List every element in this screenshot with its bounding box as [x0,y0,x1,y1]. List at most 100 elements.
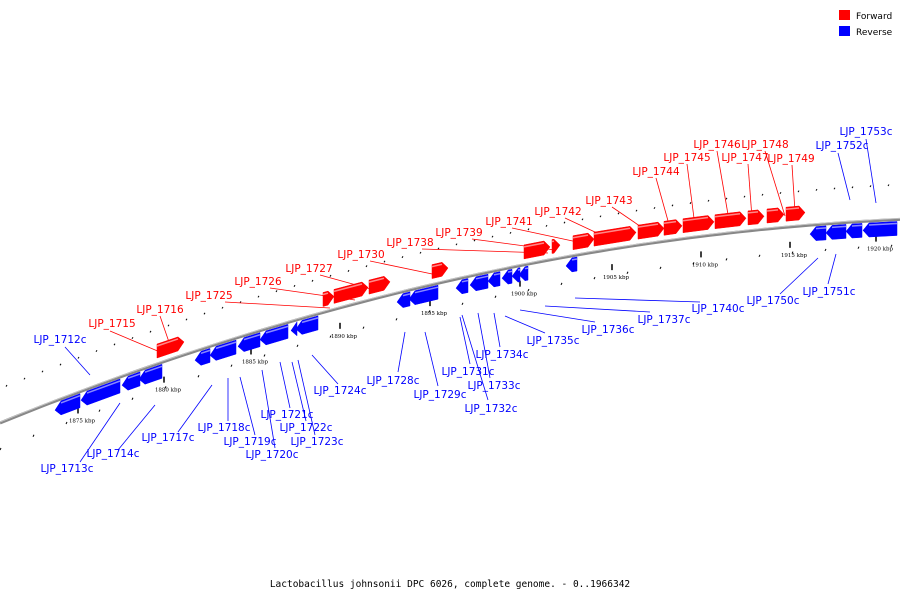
forward-gene[interactable] [322,290,335,307]
reverse-gene[interactable] [518,265,529,281]
gene-label[interactable]: LJP_1718c [197,422,250,434]
tick-label: 1905 kbp [603,275,630,281]
gene-label[interactable]: LJP_1729c [413,389,466,401]
reverse-gene[interactable] [80,378,121,406]
gene-label[interactable]: LJP_1723c [290,436,343,448]
gene-label[interactable]: LJP_1753c [839,126,892,138]
minor-tick [32,434,35,438]
reverse-gene[interactable] [259,324,289,346]
leader-line [319,274,379,292]
backbone-line [0,217,900,425]
gene-label[interactable]: LJP_1733c [467,380,520,392]
gene-label[interactable]: LJP_1727 [285,263,332,275]
gene-label[interactable]: LJP_1742 [534,206,581,218]
reverse-gene[interactable] [825,224,847,240]
reverse-gene[interactable] [511,267,521,283]
leader-line [224,301,331,309]
reverse-gene[interactable] [455,278,469,295]
reverse-gene[interactable] [194,348,211,366]
gene-label[interactable]: LJP_1717c [141,432,194,444]
gene-label[interactable]: LJP_1737c [637,314,690,326]
reverse-gene[interactable] [487,271,501,288]
gene-label[interactable]: LJP_1735c [526,335,579,347]
gene-label[interactable]: LJP_1726 [234,276,282,288]
gene-label[interactable]: LJP_1750c [746,295,799,307]
reverse-gene[interactable] [408,284,439,305]
gene-label[interactable]: LJP_1715 [88,318,135,330]
gene-label[interactable]: LJP_1749 [767,153,814,165]
gene-label[interactable]: LJP_1747 [721,152,768,164]
leader-line [64,346,91,376]
gene-label[interactable]: LJP_1739 [435,227,482,239]
gene-highlight [571,258,578,261]
reverse-gene[interactable] [501,268,513,285]
gene-labels: LJP_1715LJP_1716LJP_1725LJP_1726LJP_1727… [33,126,892,475]
forward-gene[interactable] [551,238,561,254]
gene-label[interactable]: LJP_1740c [691,303,744,315]
gene-label[interactable]: LJP_1752c [815,140,868,152]
minor-tick [761,193,764,196]
forward-gene[interactable] [747,209,765,226]
reverse-gene[interactable] [565,256,578,273]
gene-label[interactable]: LJP_1713c [40,463,93,475]
gene-label[interactable]: LJP_1751c [802,286,855,298]
minor-tick [857,246,860,249]
forward-gene[interactable] [156,336,185,359]
reverse-gene[interactable] [295,315,319,335]
legend-swatch-reverse [839,26,850,36]
leader-line [519,309,596,323]
forward-gene[interactable] [333,281,369,304]
gene-label[interactable]: LJP_1738 [386,237,433,249]
forward-gene[interactable] [663,219,683,236]
forward-gene[interactable] [766,207,785,224]
minor-tick [197,375,200,378]
gene-label[interactable]: LJP_1748 [741,139,788,151]
gene-label[interactable]: LJP_1724c [313,385,366,397]
leader-line [686,163,696,227]
gene-label[interactable]: LJP_1719c [223,436,276,448]
reverse-gene[interactable] [845,223,863,239]
forward-gene[interactable] [785,205,806,222]
gene-label[interactable]: LJP_1716 [136,304,184,316]
gene-label[interactable]: LJP_1720c [245,449,298,461]
minor-tick [95,349,98,353]
reverse-gene[interactable] [396,291,411,308]
gene-label[interactable]: LJP_1728c [366,375,419,387]
reverse-gene[interactable] [138,363,163,385]
gene-highlight [156,338,179,347]
gene-highlight [144,365,163,373]
gene-highlight [322,292,329,296]
reverse-gene[interactable] [54,393,81,416]
gene-label[interactable]: LJP_1721c [260,409,313,421]
minor-tick [23,377,26,380]
minor-tick [257,295,260,298]
reverse-gene[interactable] [809,225,827,241]
gene-highlight [593,227,631,235]
tick-label: 1885 kbp [242,359,269,365]
gene-label[interactable]: LJP_1730 [337,249,384,261]
reverse-gene[interactable] [237,332,261,352]
gene-label[interactable]: LJP_1746 [693,139,741,151]
gene-highlight [402,293,411,297]
gene-label[interactable]: LJP_1734c [475,349,528,361]
reverse-gene[interactable] [121,371,141,391]
minor-tick [791,251,794,254]
gene-highlight [851,224,863,227]
minor-tick [626,271,629,274]
forward-gene[interactable] [593,226,637,247]
gene-label[interactable]: LJP_1712c [33,334,86,346]
gene-label[interactable]: LJP_1714c [86,448,139,460]
gene-label[interactable]: LJP_1722c [279,422,332,434]
minor-tick [113,343,116,346]
legend-label-forward: Forward [856,12,892,22]
gene-label[interactable]: LJP_1736c [581,324,634,336]
gene-label[interactable]: LJP_1732c [464,403,517,415]
reverse-gene[interactable] [209,339,237,361]
gene-label[interactable]: LJP_1743 [585,195,632,207]
gene-label[interactable]: LJP_1731c [441,366,494,378]
gene-label[interactable]: LJP_1745 [663,152,710,164]
reverse-gene[interactable] [469,273,489,292]
gene-label[interactable]: LJP_1725 [185,290,232,302]
gene-label[interactable]: LJP_1741 [485,216,532,228]
gene-label[interactable]: LJP_1744 [632,166,680,178]
